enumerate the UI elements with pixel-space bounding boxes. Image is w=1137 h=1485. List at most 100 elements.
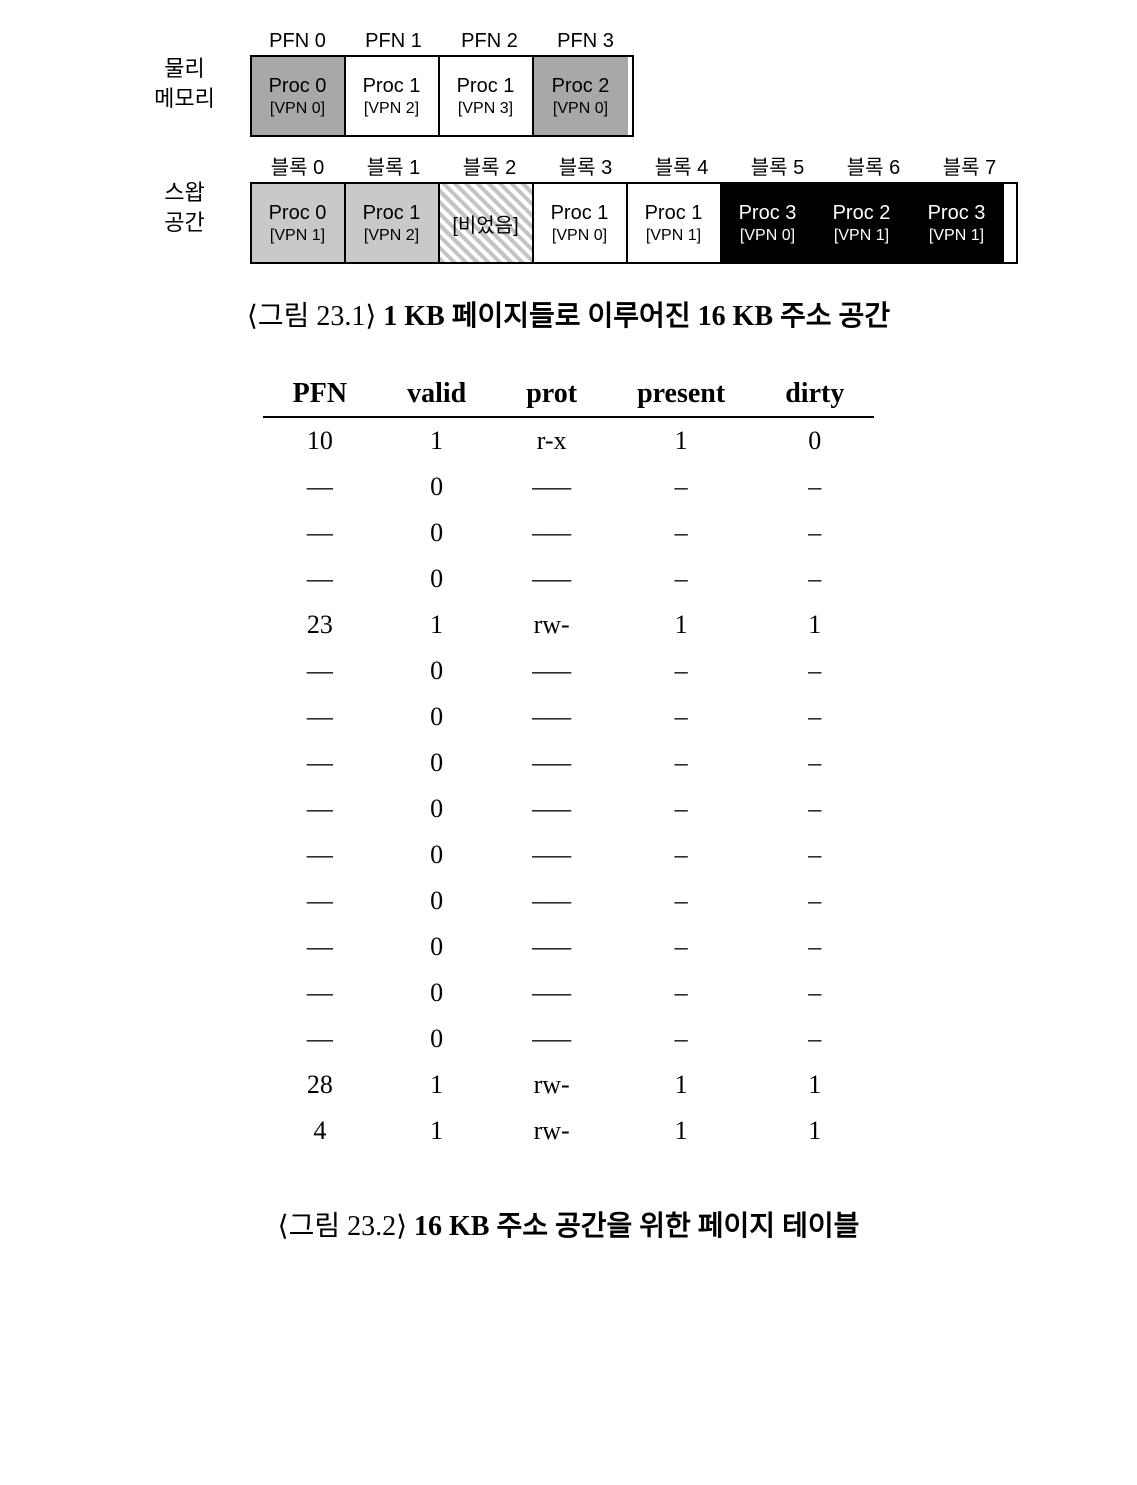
pfn-headers: PFN 0PFN 1PFN 2PFN 3 xyxy=(250,30,634,55)
caption-prefix: ⟨그림 23.2⟩ xyxy=(278,1211,414,1242)
table-cell: r-x xyxy=(496,417,607,464)
table-row: ––0––––– xyxy=(263,464,875,510)
memory-frame: Proc 1[VPN 2] xyxy=(346,57,440,135)
col-header: dirty xyxy=(755,374,874,417)
block-header: 블록 5 xyxy=(730,151,826,182)
block-vpn: [VPN 1] xyxy=(646,227,701,245)
block-proc: Proc 2 xyxy=(833,202,891,225)
label-text: 메모리 xyxy=(154,86,215,111)
table-cell: 1 xyxy=(607,602,755,648)
table-cell: – xyxy=(755,648,874,694)
frame-proc: Proc 1 xyxy=(363,75,421,98)
swap-block: Proc 0[VPN 1] xyxy=(252,184,346,262)
table-cell: – xyxy=(755,1016,874,1062)
col-header: PFN xyxy=(263,374,377,417)
memory-frame: Proc 2[VPN 0] xyxy=(534,57,628,135)
table-cell: 1 xyxy=(755,602,874,648)
frame-proc: Proc 1 xyxy=(457,75,515,98)
table-cell: 10 xyxy=(263,417,377,464)
table-row: 281rw-11 xyxy=(263,1062,875,1108)
table-row: ––0––––– xyxy=(263,740,875,786)
table-cell: – xyxy=(755,556,874,602)
table-cell: ––– xyxy=(496,878,607,924)
page-table: PFNvalidprotpresentdirty 101r-x10––0––––… xyxy=(263,374,875,1154)
block-header: 블록 2 xyxy=(442,151,538,182)
col-header: valid xyxy=(377,374,496,417)
block-header: 블록 0 xyxy=(250,151,346,182)
caption-title: 16 KB 주소 공간을 위한 페이지 테이블 xyxy=(414,1211,859,1242)
figure-23-1-diagram: 물리 메모리 PFN 0PFN 1PFN 2PFN 3 Proc 0[VPN 0… xyxy=(120,30,1018,264)
table-row: 231rw-11 xyxy=(263,602,875,648)
block-proc: Proc 1 xyxy=(363,202,421,225)
block-header: 블록 4 xyxy=(634,151,730,182)
block-proc: Proc 1 xyxy=(645,202,703,225)
swap-block: Proc 3[VPN 1] xyxy=(910,184,1004,262)
table-row: ––0––––– xyxy=(263,556,875,602)
table-cell: 4 xyxy=(263,1108,377,1154)
table-cell: ––– xyxy=(496,740,607,786)
table-row: 101r-x10 xyxy=(263,417,875,464)
table-cell: –– xyxy=(263,970,377,1016)
table-cell: – xyxy=(755,970,874,1016)
table-body: 101r-x10––0–––––––0–––––––0–––––231rw-11… xyxy=(263,417,875,1154)
swap-label: 스왑 공간 xyxy=(120,178,250,237)
table-cell: –– xyxy=(263,740,377,786)
table-cell: – xyxy=(607,464,755,510)
label-text: 스왑 xyxy=(164,180,204,205)
table-cell: ––– xyxy=(496,556,607,602)
col-header: present xyxy=(607,374,755,417)
swap-block: Proc 3[VPN 0] xyxy=(722,184,816,262)
block-proc: Proc 1 xyxy=(551,202,609,225)
physical-memory-label: 물리 메모리 xyxy=(120,54,250,113)
table-cell: 1 xyxy=(377,602,496,648)
memory-frame: Proc 1[VPN 3] xyxy=(440,57,534,135)
swap-block: Proc 1[VPN 0] xyxy=(534,184,628,262)
table-cell: 1 xyxy=(377,1062,496,1108)
table-cell: – xyxy=(755,464,874,510)
table-cell: rw- xyxy=(496,602,607,648)
table-cell: – xyxy=(755,878,874,924)
block-header: 블록 6 xyxy=(826,151,922,182)
swap-block: Proc 1 [VPN 1] xyxy=(628,184,722,262)
table-cell: –– xyxy=(263,648,377,694)
table-cell: ––– xyxy=(496,970,607,1016)
table-row: ––0––––– xyxy=(263,786,875,832)
table-cell: – xyxy=(755,694,874,740)
pfn-header: PFN 3 xyxy=(538,30,634,55)
block-vpn: [VPN 1] xyxy=(270,227,325,245)
table-cell: – xyxy=(607,786,755,832)
table-cell: – xyxy=(755,786,874,832)
physical-cells: PFN 0PFN 1PFN 2PFN 3 Proc 0[VPN 0]Proc 1… xyxy=(250,30,634,137)
pfn-header: PFN 0 xyxy=(250,30,346,55)
table-cell: rw- xyxy=(496,1108,607,1154)
block-proc: Proc 3 xyxy=(739,202,797,225)
table-cell: –– xyxy=(263,924,377,970)
table-cell: –– xyxy=(263,694,377,740)
table-cell: – xyxy=(607,1016,755,1062)
table-cell: 0 xyxy=(377,786,496,832)
table-cell: – xyxy=(607,648,755,694)
table-cell: –– xyxy=(263,786,377,832)
table-cell: 1 xyxy=(377,417,496,464)
col-header: prot xyxy=(496,374,607,417)
block-header: 블록 7 xyxy=(922,151,1018,182)
table-cell: –– xyxy=(263,556,377,602)
pfn-header: PFN 1 xyxy=(346,30,442,55)
label-text: 물리 xyxy=(164,56,204,81)
table-cell: 1 xyxy=(607,1108,755,1154)
swap-blocks: Proc 0[VPN 1]Proc 1[VPN 2][비었음]Proc 1[VP… xyxy=(250,182,1018,264)
table-cell: 0 xyxy=(377,556,496,602)
swap-block: Proc 2[VPN 1] xyxy=(816,184,910,262)
figure-23-2-caption: ⟨그림 23.2⟩ 16 KB 주소 공간을 위한 페이지 테이블 xyxy=(40,1204,1097,1244)
table-cell: ––– xyxy=(496,510,607,556)
table-cell: 0 xyxy=(377,924,496,970)
table-row: ––0––––– xyxy=(263,832,875,878)
swap-block: [비었음] xyxy=(440,184,534,262)
table-cell: – xyxy=(755,832,874,878)
block-header: 블록 3 xyxy=(538,151,634,182)
table-cell: 28 xyxy=(263,1062,377,1108)
pfn-header: PFN 2 xyxy=(442,30,538,55)
table-cell: 1 xyxy=(377,1108,496,1154)
memory-frame: Proc 0[VPN 0] xyxy=(252,57,346,135)
table-cell: 1 xyxy=(755,1108,874,1154)
